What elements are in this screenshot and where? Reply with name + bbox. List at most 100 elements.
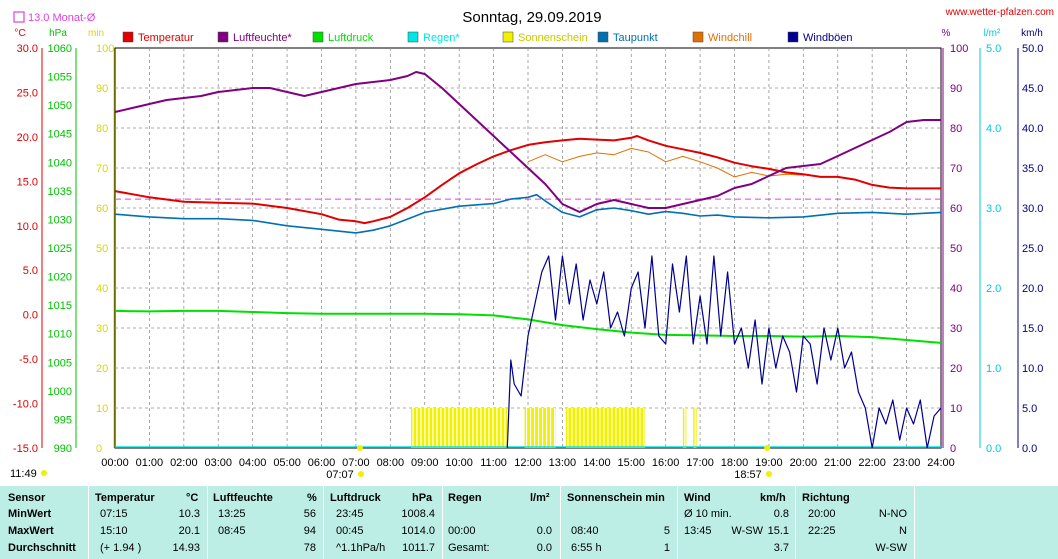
press-tick-label: 1020 (48, 272, 72, 284)
legend-label: Windchill (708, 32, 752, 44)
legend-swatch (692, 31, 704, 43)
sunset-label-icon (766, 471, 772, 477)
sun-tick-label: 80 (96, 123, 108, 135)
sun-axis-unit: min (88, 28, 104, 39)
stats-header-dir: Richtung (802, 492, 850, 504)
stats-temp-val: 20.1 (178, 525, 200, 537)
x-tick-label: 18:00 (721, 457, 749, 469)
stats-header-press: Luftdruck (330, 492, 381, 504)
pct-tick-label: 80 (950, 123, 962, 135)
press-tick-label: 1035 (48, 186, 72, 198)
site-link[interactable]: www.wetter-pfalzen.com (945, 7, 1054, 18)
stats-temp-val: 14.93 (172, 542, 200, 554)
wind-tick-label: 25.0 (1022, 243, 1043, 255)
rain-tick-label: 5.0 (986, 43, 1001, 55)
temp-tick-label: -15.0 (13, 443, 38, 455)
sun-tick-label: 10 (96, 403, 108, 415)
series-temperatur-line (114, 135, 941, 225)
press-tick-label: 1005 (48, 357, 72, 369)
wind-tick-label: 30.0 (1022, 203, 1043, 215)
pct-tick-label: 10 (950, 403, 962, 415)
x-tick-label: 22:00 (858, 457, 886, 469)
stats-dir-time: 22:25 (808, 525, 836, 537)
stats-sun-val: 5 (663, 525, 670, 537)
stats-header-sun: Sonnenschein min (567, 492, 665, 504)
x-tick-label: 04:00 (239, 457, 267, 469)
stats-header-rain-unit: l/m² (530, 492, 550, 504)
press-tick-label: 995 (54, 414, 72, 426)
wind-axis-unit: km/h (1021, 28, 1043, 39)
stats-sun-time: 08:40 (571, 525, 599, 537)
stats-wind-val: 0.8 (773, 508, 789, 520)
press-tick-label: 1060 (48, 43, 72, 55)
x-tick-label: 17:00 (686, 457, 714, 469)
x-tick-label: 00:00 (101, 457, 129, 469)
wind-tick-label: 50.0 (1022, 43, 1043, 55)
temp-tick-label: 5.0 (23, 265, 38, 277)
stats-header-press-unit: hPa (412, 492, 433, 504)
press-tick-label: 1040 (48, 157, 72, 169)
stats-sun-time: 6:55 h (571, 542, 602, 554)
pct-tick-label: 90 (950, 83, 962, 95)
stats-rain-time: Gesamt: (448, 542, 490, 554)
sunshine-bar (410, 408, 508, 448)
x-tick-label: 06:00 (308, 457, 336, 469)
x-tick-label: 11:00 (480, 457, 507, 469)
temp-tick-label: 25.0 (17, 87, 38, 99)
wind-tick-label: 5.0 (1022, 403, 1037, 415)
stats-press-time: 23:45 (336, 508, 364, 520)
wind-tick-label: 20.0 (1022, 283, 1043, 295)
monthly-average-legend-icon (13, 11, 25, 23)
legend-label: Luftfeuchte* (233, 32, 292, 44)
temp-tick-label: 10.0 (17, 221, 38, 233)
pct-tick-label: 100 (950, 43, 968, 55)
legend-label: Taupunkt (613, 32, 658, 44)
stats-dir-val: N-NO (878, 508, 907, 520)
legend-label: Sonnenschein (518, 32, 588, 44)
temp-tick-label: -5.0 (19, 354, 38, 366)
stats-dir-time: 20:00 (808, 508, 836, 520)
x-tick-label: 19:00 (755, 457, 783, 469)
stats-hum-val: 94 (303, 525, 316, 537)
stats-wind-time: Ø 10 min. (684, 508, 732, 520)
series-taupunkt-line (114, 193, 942, 234)
time-left-label: 11:49 (10, 468, 37, 480)
legend-label: Regen* (423, 32, 460, 44)
sun-tick-label: 30 (96, 323, 108, 335)
x-tick-label: 02:00 (170, 457, 198, 469)
sunset-marker-icon (764, 445, 771, 451)
x-tick-label: 01:00 (136, 457, 164, 469)
legend-swatch (122, 31, 134, 43)
sunset-label: 18:57 (734, 469, 762, 481)
stats-wind-time: 13:45 (684, 525, 712, 537)
legend-swatch (502, 31, 514, 43)
rain-tick-label: 3.0 (986, 203, 1001, 215)
stats-hum-time: 13:25 (218, 508, 246, 520)
temp-tick-label: 20.0 (17, 132, 38, 144)
press-tick-label: 1010 (48, 329, 72, 341)
stats-dir-val: W-SW (875, 542, 907, 554)
press-tick-label: 1050 (48, 100, 72, 112)
temp-tick-label: -10.0 (13, 399, 38, 411)
legend-swatch (597, 31, 609, 43)
press-tick-label: 1000 (48, 386, 72, 398)
x-tick-label: 07:00 (342, 457, 370, 469)
stats-temp-val: 10.3 (178, 508, 200, 520)
chart-legend: Temperatur Luftfeuchte* Luftdruck Regen* Son… (122, 31, 853, 44)
wind-tick-label: 0.0 (1022, 443, 1037, 455)
press-tick-label: 1045 (48, 129, 72, 141)
stats-temp-time: 15:10 (100, 525, 128, 537)
stats-press-val: 1011.7 (402, 542, 435, 554)
legend-swatch (407, 31, 419, 43)
temp-tick-label: 0.0 (23, 310, 38, 322)
stats-rain-time: 00:00 (448, 525, 476, 537)
x-tick-label: 13:00 (549, 457, 577, 469)
wind-tick-label: 40.0 (1022, 123, 1043, 135)
legend-label: Temperatur (138, 32, 194, 44)
x-tick-label: 24:00 (927, 457, 955, 469)
pct-tick-label: 60 (950, 203, 962, 215)
x-tick-label: 12:00 (514, 457, 542, 469)
rain-tick-label: 1.0 (986, 363, 1001, 375)
chart-title: Sonntag, 29.09.2019 (462, 9, 601, 26)
stats-temp-time: (+ 1.94 ) (100, 542, 142, 554)
